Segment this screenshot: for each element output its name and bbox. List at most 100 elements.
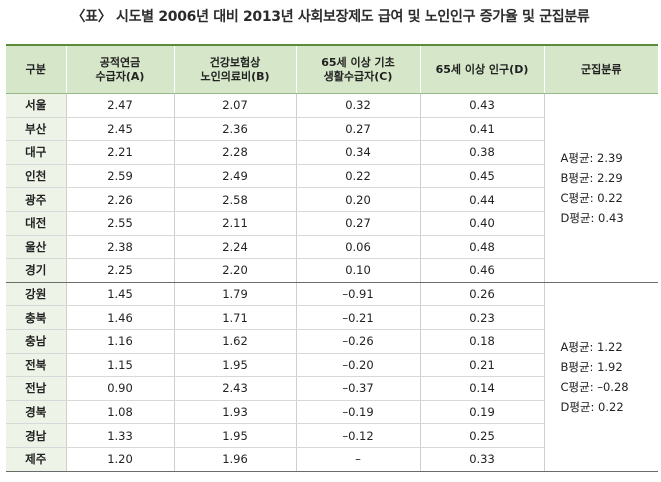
table-row: 전남 0.90 2.43 –0.37 0.14: [6, 376, 658, 401]
header-row: 구분 공적연금 수급자(A) 건강보험상 노인의료비(B) 65세 이상 기초 생활수급자(…: [6, 44, 658, 94]
region-cell: 서울: [6, 93, 66, 118]
elderly-pop-cell: 0.43: [419, 93, 544, 118]
region-cell: 경기: [6, 258, 66, 283]
pension-cell: 1.16: [65, 329, 174, 354]
medical-cell: 2.11: [173, 211, 296, 236]
elderly-pop-cell: 0.48: [419, 235, 544, 260]
region-cell: 울산: [6, 235, 66, 260]
basic-living-cell: 0.22: [295, 164, 420, 189]
pension-cell: 1.33: [65, 423, 174, 448]
region-cell: 인천: [6, 164, 66, 189]
basic-living-cell: –0.37: [295, 376, 420, 401]
medical-cell: 2.49: [173, 164, 296, 189]
medical-cell: 1.93: [173, 400, 296, 425]
cluster-average: A평균: 2.39: [560, 150, 623, 165]
region-cell: 경북: [6, 400, 66, 425]
table-row: 광주 2.26 2.58 0.20 0.44: [6, 187, 658, 212]
table-row: 전북 1.15 1.95 –0.20 0.21: [6, 353, 658, 378]
medical-cell: 2.58: [173, 187, 296, 212]
elderly-pop-cell: 0.18: [419, 329, 544, 354]
medical-cell: 1.95: [173, 353, 296, 378]
cluster-average: B평균: 1.92: [560, 359, 623, 374]
medical-cell: 1.79: [173, 282, 296, 307]
table-row: 서울 2.47 2.07 0.32 0.43 A평균: 2.39 B평균: 2.29 C평균:…: [6, 93, 658, 283]
cluster-summary-cell: A평균: 1.22 B평균: 1.92 C평균: –0.28 D평균: 0.22: [543, 282, 658, 472]
elderly-pop-cell: 0.19: [419, 400, 544, 425]
cluster-average: B평균: 2.29: [560, 170, 623, 185]
basic-living-cell: 0.20: [295, 187, 420, 212]
region-cell: 강원: [6, 282, 66, 307]
basic-living-cell: –0.20: [295, 353, 420, 378]
pension-cell: 1.15: [65, 353, 174, 378]
elderly-pop-cell: 0.33: [419, 447, 544, 472]
cluster-average: C평균: –0.28: [560, 379, 629, 394]
table-row: 경북 1.08 1.93 –0.19 0.19: [6, 400, 658, 425]
table-row: 대구 2.21 2.28 0.34 0.38: [6, 140, 658, 165]
elderly-pop-cell: 0.25: [419, 423, 544, 448]
data-table-container: 구분 공적연금 수급자(A) 건강보험상 노인의료비(B) 65세 이상 기초 생활수급자(…: [6, 44, 658, 472]
header-elderly-pop: 65세 이상 인구(D): [419, 44, 545, 94]
table-row: 경기 2.25 2.20 0.10 0.46: [6, 258, 658, 283]
basic-living-cell: –0.91: [295, 282, 420, 307]
pension-cell: 1.46: [65, 305, 174, 330]
elderly-pop-cell: 0.40: [419, 211, 544, 236]
medical-cell: 2.28: [173, 140, 296, 165]
cluster-average: A평균: 1.22: [560, 339, 623, 354]
pension-cell: 1.20: [65, 447, 174, 472]
header-region: 구분: [6, 44, 67, 94]
region-cell: 광주: [6, 187, 66, 212]
region-cell: 부산: [6, 117, 66, 142]
basic-living-cell: –: [295, 447, 420, 472]
pension-cell: 2.21: [65, 140, 174, 165]
elderly-pop-cell: 0.26: [419, 282, 544, 307]
region-cell: 전북: [6, 353, 66, 378]
pension-cell: 2.26: [65, 187, 174, 212]
medical-cell: 1.71: [173, 305, 296, 330]
basic-living-cell: 0.10: [295, 258, 420, 283]
region-cell: 충북: [6, 305, 66, 330]
basic-living-cell: –0.12: [295, 423, 420, 448]
table-row: 부산 2.45 2.36 0.27 0.41: [6, 117, 658, 142]
elderly-pop-cell: 0.45: [419, 164, 544, 189]
table-row: 대전 2.55 2.11 0.27 0.40: [6, 211, 658, 236]
elderly-pop-cell: 0.21: [419, 353, 544, 378]
pension-cell: 2.38: [65, 235, 174, 260]
region-cell: 대전: [6, 211, 66, 236]
header-cluster: 군집분류: [543, 44, 658, 94]
elderly-pop-cell: 0.38: [419, 140, 544, 165]
medical-cell: 2.20: [173, 258, 296, 283]
cluster-average: D평균: 0.22: [560, 399, 624, 414]
pension-cell: 2.55: [65, 211, 174, 236]
basic-living-cell: 0.27: [295, 211, 420, 236]
region-cell: 제주: [6, 447, 66, 472]
medical-cell: 1.62: [173, 329, 296, 354]
medical-cell: 2.07: [173, 93, 296, 118]
header-medical: 건강보험상 노인의료비(B): [173, 44, 297, 94]
basic-living-cell: –0.19: [295, 400, 420, 425]
data-table: 구분 공적연금 수급자(A) 건강보험상 노인의료비(B) 65세 이상 기초 생활수급자(…: [6, 44, 658, 472]
region-cell: 충남: [6, 329, 66, 354]
region-cell: 전남: [6, 376, 66, 401]
pension-cell: 0.90: [65, 376, 174, 401]
medical-cell: 1.96: [173, 447, 296, 472]
table-row: 충남 1.16 1.62 –0.26 0.18: [6, 329, 658, 354]
elderly-pop-cell: 0.14: [419, 376, 544, 401]
cluster-summary-cell: A평균: 2.39 B평균: 2.29 C평균: 0.22 D평균: 0.43: [543, 93, 658, 283]
table-row: 강원 1.45 1.79 –0.91 0.26 A평균: 1.22 B평균: 1.92 C평균…: [6, 282, 658, 472]
table-row: 인천 2.59 2.49 0.22 0.45: [6, 164, 658, 189]
table-title: 〈표〉 시도별 2006년 대비 2013년 사회보장제도 급여 및 노인인구 …: [71, 9, 590, 25]
pension-cell: 1.45: [65, 282, 174, 307]
table-row: 경남 1.33 1.95 –0.12 0.25: [6, 423, 658, 448]
basic-living-cell: –0.21: [295, 305, 420, 330]
header-pension: 공적연금 수급자(A): [65, 44, 175, 94]
basic-living-cell: 0.06: [295, 235, 420, 260]
pension-cell: 1.08: [65, 400, 174, 425]
pension-cell: 2.45: [65, 117, 174, 142]
elderly-pop-cell: 0.41: [419, 117, 544, 142]
elderly-pop-cell: 0.23: [419, 305, 544, 330]
region-cell: 대구: [6, 140, 66, 165]
basic-living-cell: –0.26: [295, 329, 420, 354]
table-row: 울산 2.38 2.24 0.06 0.48: [6, 235, 658, 260]
pension-cell: 2.47: [65, 93, 174, 118]
cluster-average: C평균: 0.22: [560, 190, 623, 205]
